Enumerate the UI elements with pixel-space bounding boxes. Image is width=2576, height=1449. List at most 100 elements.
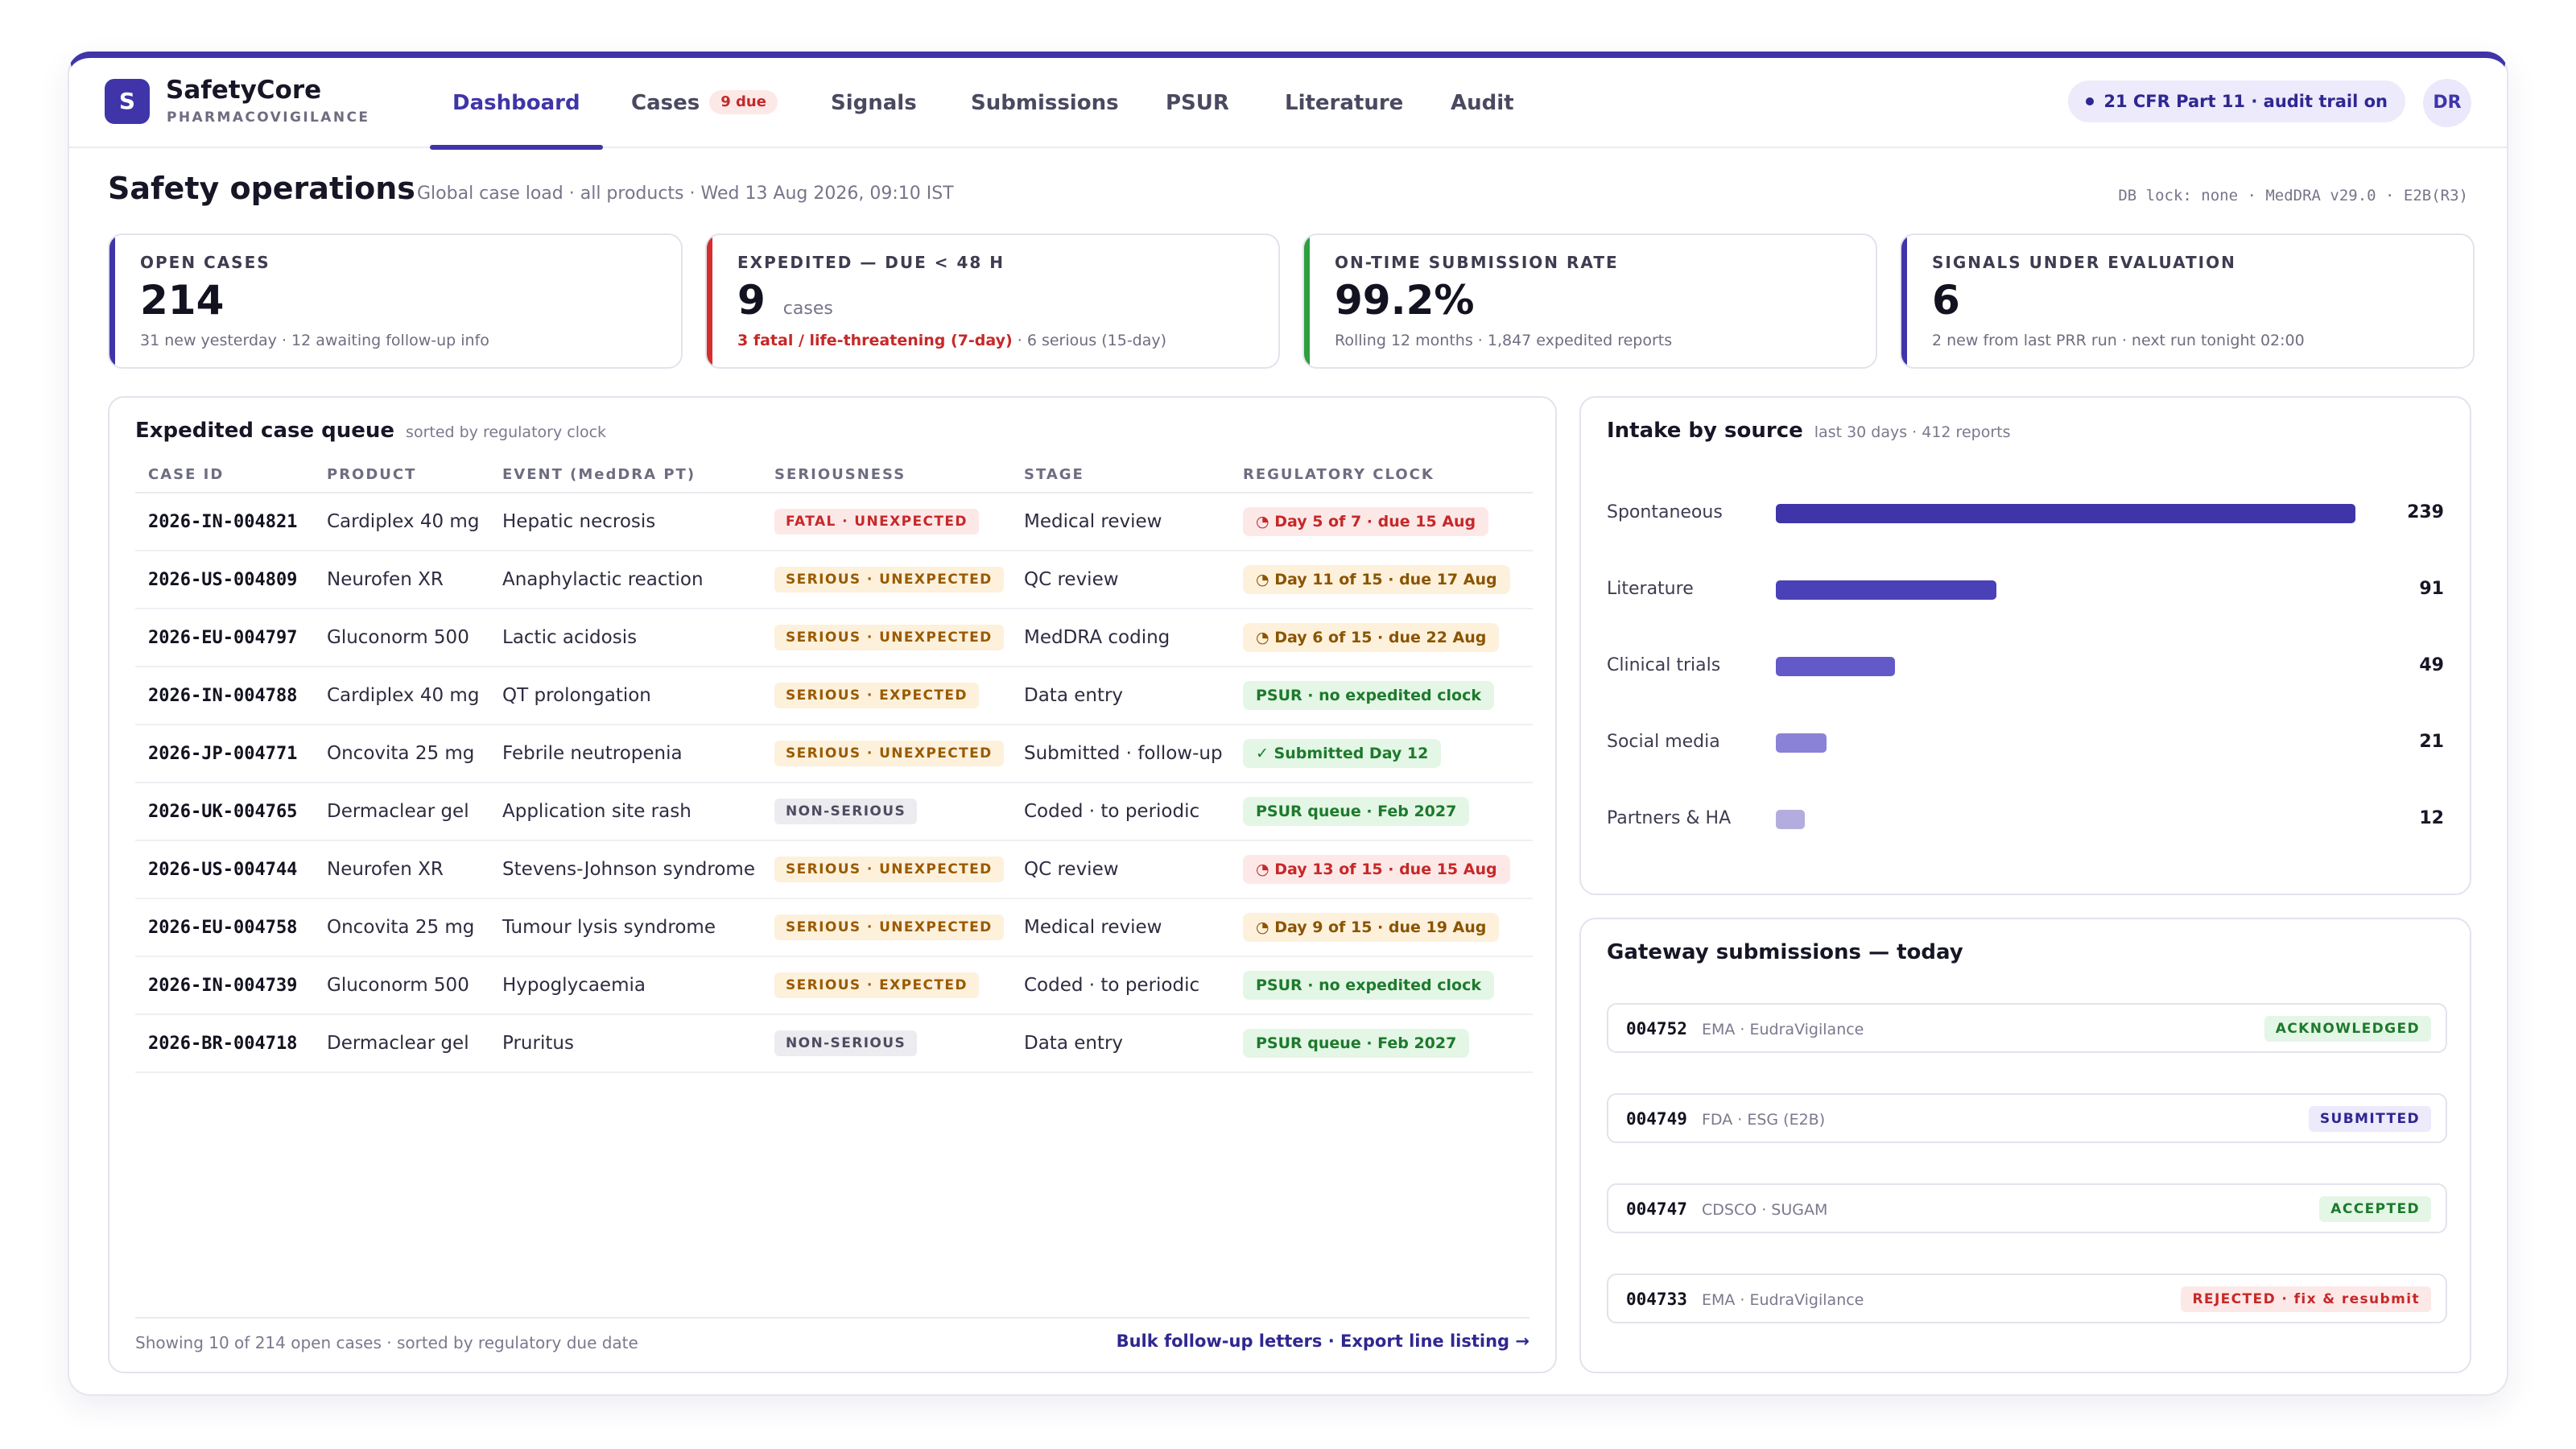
case-id-cell[interactable]: 2026-US-004809: [135, 551, 314, 609]
queue-subtitle: sorted by regulatory clock: [406, 423, 607, 441]
intake-source-label: Clinical trials: [1607, 655, 1721, 675]
table-row[interactable]: 2026-EU-004797 Gluconorm 500 Lactic acidos…: [135, 609, 1533, 667]
stage-cell: MedDRA coding: [1011, 609, 1230, 667]
event-cell: Anaphylactic reaction: [489, 551, 762, 609]
table-row[interactable]: 2026-JP-004771 Oncovita 25 mg Febrile neut…: [135, 724, 1533, 783]
col-case-id[interactable]: CASE ID: [135, 457, 314, 493]
tab-label: Audit: [1451, 91, 1514, 115]
case-queue-table: CASE ID PRODUCT EVENT (MedDRA PT) SERIOU…: [135, 457, 1533, 1073]
intake-bar-track: [1776, 810, 2355, 829]
regulatory-clock-badge: PSUR queue · Feb 2027: [1243, 797, 1470, 826]
product-cell: Neurofen XR: [314, 840, 489, 899]
kpi-value: 9 cases: [737, 277, 833, 324]
event-cell: Lactic acidosis: [489, 609, 762, 667]
intake-bar-track: [1776, 504, 2355, 523]
stage-cell: Medical review: [1011, 898, 1230, 957]
case-id-cell[interactable]: 2026-BR-004718: [135, 1014, 314, 1073]
table-row[interactable]: 2026-BR-004718 Dermaclear gel Pruritus NON-…: [135, 1014, 1533, 1073]
avatar[interactable]: DR: [2423, 79, 2471, 127]
product-cell: Oncovita 25 mg: [314, 898, 489, 957]
audit-trail-pill[interactable]: 21 CFR Part 11 · audit trail on: [2068, 80, 2405, 122]
bulk-actions-link[interactable]: Bulk follow-up letters · Export line lis…: [1116, 1331, 1530, 1351]
case-id-cell[interactable]: 2026-JP-004771: [135, 724, 314, 783]
col-stage[interactable]: STAGE: [1011, 457, 1230, 493]
gateway-panel: Gateway submissions — today 004752 EMA · …: [1579, 918, 2471, 1373]
case-id-cell[interactable]: 2026-US-004744: [135, 840, 314, 899]
case-id-cell[interactable]: 2026-EU-004758: [135, 898, 314, 957]
col-product[interactable]: PRODUCT: [314, 457, 489, 493]
intake-row: Spontaneous 239: [1607, 496, 2444, 528]
submission-row[interactable]: 004752 EMA · EudraVigilance ACKNOWLEDGED: [1607, 1003, 2447, 1053]
submission-id: 004749: [1626, 1109, 1687, 1129]
kpi-open-cases[interactable]: OPEN CASES 214 31 new yesterday · 12 awa…: [108, 233, 683, 369]
intake-value: 49: [2419, 655, 2444, 675]
seriousness-cell: SERIOUS · EXPECTED: [762, 667, 1011, 725]
clock-cell: ◔ Day 11 of 15 · due 17 Aug: [1230, 551, 1533, 609]
tab-cases[interactable]: Cases 9 due: [631, 58, 778, 148]
stage-cell: QC review: [1011, 551, 1230, 609]
seriousness-cell: FATAL · UNEXPECTED: [762, 493, 1011, 551]
submission-row[interactable]: 004747 CDSCO · SUGAM ACCEPTED: [1607, 1183, 2447, 1233]
tab-audit[interactable]: Audit: [1451, 58, 1514, 148]
intake-value: 91: [2419, 579, 2444, 599]
seriousness-cell: SERIOUS · UNEXPECTED: [762, 898, 1011, 957]
submission-status-badge: REJECTED · fix & resubmit: [2181, 1286, 2431, 1312]
case-id-cell[interactable]: 2026-IN-004739: [135, 956, 314, 1015]
table-row[interactable]: 2026-IN-004739 Gluconorm 500 Hypoglycaemia…: [135, 956, 1533, 1015]
tab-submissions[interactable]: Submissions: [971, 58, 1119, 148]
event-cell: Febrile neutropenia: [489, 724, 762, 783]
case-id-cell[interactable]: 2026-UK-004765: [135, 782, 314, 841]
seriousness-badge: SERIOUS · UNEXPECTED: [774, 857, 1004, 882]
table-row[interactable]: 2026-US-004744 Neurofen XR Stevens-Johnson…: [135, 840, 1533, 899]
table-row[interactable]: 2026-UK-004765 Dermaclear gel Application …: [135, 782, 1533, 841]
tab-psur[interactable]: PSUR: [1166, 58, 1229, 148]
kpi-on-time-rate[interactable]: ON-TIME SUBMISSION RATE 99.2% Rolling 12…: [1302, 233, 1877, 369]
clock-cell: ◔ Day 5 of 7 · due 15 Aug: [1230, 493, 1533, 551]
col-seriousness[interactable]: SERIOUSNESS: [762, 457, 1011, 493]
stage-cell: Coded · to periodic: [1011, 782, 1230, 841]
col-event[interactable]: EVENT (MedDRA PT): [489, 457, 762, 493]
table-row[interactable]: 2026-IN-004788 Cardiplex 40 mg QT prolonga…: [135, 667, 1533, 725]
event-cell: Tumour lysis syndrome: [489, 898, 762, 957]
kpi-label: ON-TIME SUBMISSION RATE: [1335, 253, 1619, 272]
clock-cell: PSUR · no expedited clock: [1230, 956, 1533, 1015]
tab-literature[interactable]: Literature: [1285, 58, 1403, 148]
submission-destination: CDSCO · SUGAM: [1702, 1201, 1828, 1219]
intake-bar-track: [1776, 657, 2355, 676]
submission-row[interactable]: 004749 FDA · ESG (E2B) SUBMITTED: [1607, 1093, 2447, 1143]
kpi-number: 6: [1932, 277, 1960, 324]
case-id-cell[interactable]: 2026-IN-004788: [135, 667, 314, 725]
case-queue-body: 2026-IN-004821 Cardiplex 40 mg Hepatic nec…: [135, 493, 1533, 1073]
table-row[interactable]: 2026-IN-004821 Cardiplex 40 mg Hepatic nec…: [135, 493, 1533, 551]
kpi-signals[interactable]: SIGNALS UNDER EVALUATION 6 2 new from la…: [1900, 233, 2475, 369]
clock-cell: ◔ Day 9 of 15 · due 19 Aug: [1230, 898, 1533, 957]
event-cell: Application site rash: [489, 782, 762, 841]
kpi-number: 9: [737, 277, 766, 324]
seriousness-cell: SERIOUS · UNEXPECTED: [762, 724, 1011, 783]
submission-row[interactable]: 004733 EMA · EudraVigilance REJECTED · fix…: [1607, 1274, 2447, 1323]
regulatory-clock-badge: ◔ Day 13 of 15 · due 15 Aug: [1243, 855, 1510, 884]
kpi-number: 214: [140, 277, 225, 324]
app-window: S SafetyCore PHARMACOVIGILANCE Dashboard…: [68, 52, 2508, 1396]
seriousness-cell: SERIOUS · EXPECTED: [762, 956, 1011, 1015]
queue-footer-count: Showing 10 of 214 open cases · sorted by…: [135, 1333, 638, 1352]
table-row[interactable]: 2026-US-004809 Neurofen XR Anaphylactic re…: [135, 551, 1533, 609]
tab-label: Submissions: [971, 91, 1119, 115]
intake-row: Partners & HA 12: [1607, 802, 2444, 834]
kpi-value: 214: [140, 277, 224, 324]
intake-subtitle: last 30 days · 412 reports: [1814, 423, 2011, 441]
regulatory-clock-badge: ◔ Day 11 of 15 · due 17 Aug: [1243, 565, 1510, 594]
product-cell: Dermaclear gel: [314, 1014, 489, 1073]
tab-signals[interactable]: Signals: [831, 58, 917, 148]
regulatory-clock-badge: ◔ Day 9 of 15 · due 19 Aug: [1243, 913, 1500, 942]
col-regulatory-clock[interactable]: REGULATORY CLOCK: [1230, 457, 1533, 493]
case-id-cell[interactable]: 2026-EU-004797: [135, 609, 314, 667]
kpi-expedited[interactable]: EXPEDITED — DUE < 48 H 9 cases 3 fatal / …: [705, 233, 1280, 369]
case-id-cell[interactable]: 2026-IN-004821: [135, 493, 314, 551]
regulatory-clock-badge: ✓ Submitted Day 12: [1243, 739, 1442, 768]
tab-dashboard[interactable]: Dashboard: [430, 58, 603, 150]
intake-row: Clinical trials 49: [1607, 649, 2444, 681]
kpi-alert-text: 3 fatal / life-threatening (7-day): [737, 332, 1013, 349]
table-row[interactable]: 2026-EU-004758 Oncovita 25 mg Tumour lysis…: [135, 898, 1533, 957]
cases-due-badge: 9 due: [709, 90, 778, 114]
